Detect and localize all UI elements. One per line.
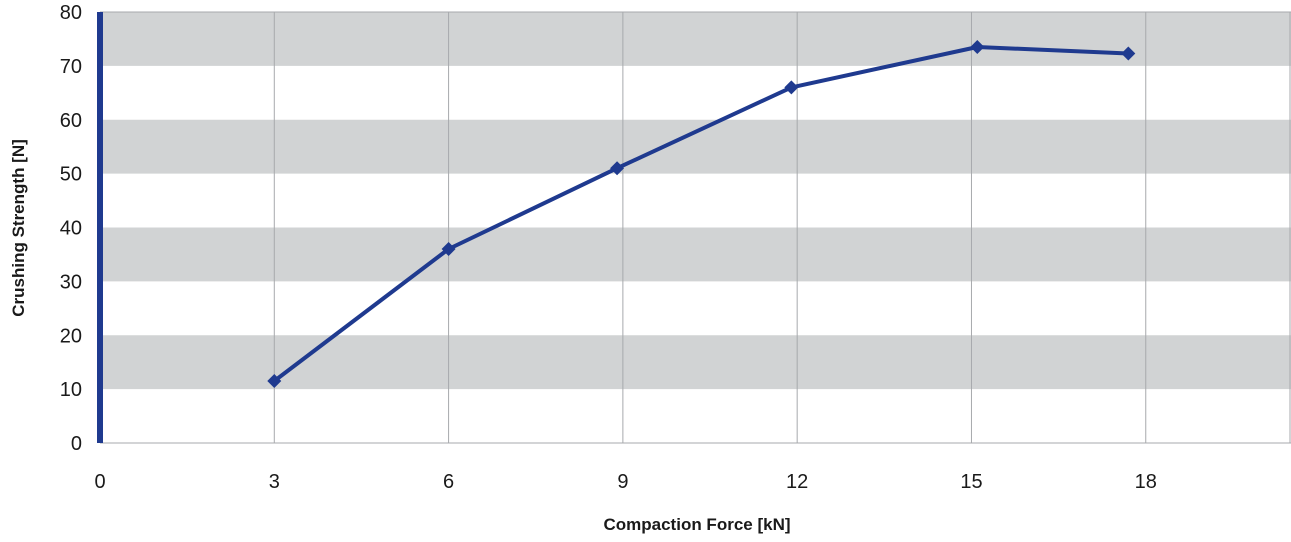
x-tick-label: 18	[1135, 471, 1157, 493]
y-axis-title: Crushing Strength [N]	[9, 139, 28, 317]
series-line	[273, 45, 1129, 383]
y-tick-label: 30	[60, 271, 82, 293]
y-tick-label: 70	[60, 56, 82, 78]
y-tick-label: 50	[60, 164, 82, 186]
grid-band	[100, 12, 1291, 66]
data-point-marker	[784, 80, 799, 95]
y-tick-label: 0	[71, 433, 82, 455]
y-tick-label: 40	[60, 218, 82, 240]
x-tick-labels: 0 3 6 9 12 15 18	[94, 471, 1156, 493]
grid-band	[100, 119, 1291, 174]
data-point-marker	[1121, 46, 1136, 61]
horizontal-bands	[100, 12, 1291, 390]
data-point-marker	[267, 374, 282, 389]
x-tick-label: 6	[443, 471, 454, 493]
y-tick-label: 60	[60, 110, 82, 132]
data-point-marker	[610, 161, 625, 176]
x-tick-label: 12	[786, 471, 808, 493]
y-tick-labels: 0 10 20 30 40 50 60 70 80	[60, 2, 82, 455]
data-point-marker	[441, 242, 456, 257]
y-tick-label: 80	[60, 2, 82, 24]
y-tick-label: 20	[60, 325, 82, 347]
y-tick-label: 10	[60, 379, 82, 401]
x-tick-label: 3	[269, 471, 280, 493]
x-tick-label: 9	[617, 471, 628, 493]
data-point-marker	[970, 40, 985, 55]
x-axis-title: Compaction Force [kN]	[603, 515, 790, 534]
vertical-gridlines	[100, 11, 1291, 443]
grid-band	[100, 227, 1291, 282]
x-tick-label: 0	[94, 471, 105, 493]
series-markers	[267, 40, 1136, 389]
x-tick-label: 15	[960, 471, 982, 493]
